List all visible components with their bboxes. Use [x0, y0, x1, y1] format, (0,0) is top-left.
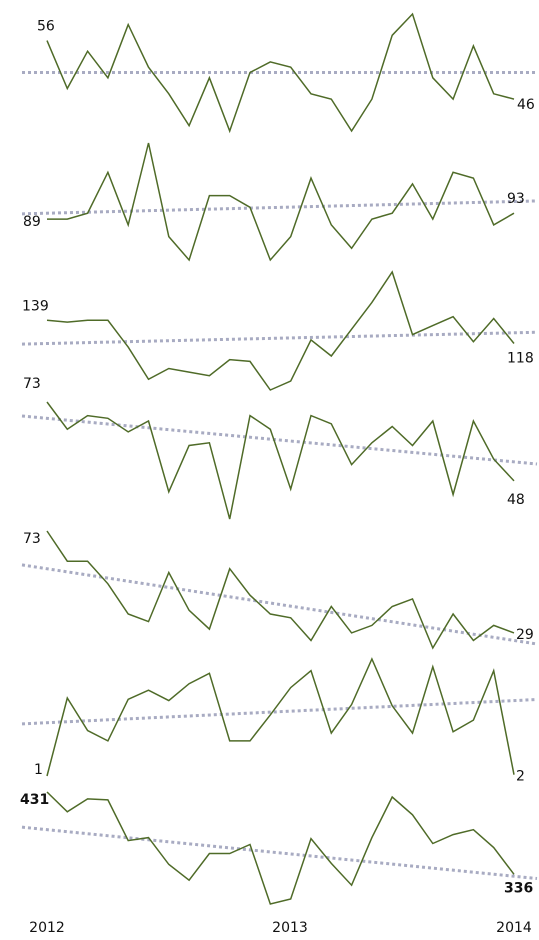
start-value-label: 139: [22, 298, 49, 314]
end-value-label: 118: [507, 351, 534, 367]
start-value-label: 89: [23, 214, 41, 230]
sparkline-panel: 73 29: [21, 530, 538, 650]
x-tick-label: 2013: [272, 920, 308, 936]
end-value-label: 2: [516, 769, 525, 785]
series-line: [46, 791, 515, 905]
end-value-label: 336: [504, 880, 533, 896]
start-value-label: 1: [34, 762, 43, 778]
series-line: [46, 401, 515, 520]
series-line: [46, 530, 515, 650]
trend-line: [21, 330, 538, 346]
series-line: [46, 657, 515, 777]
series-line: [46, 12, 515, 134]
series-line: [47, 142, 515, 262]
start-value-label: 431: [20, 792, 49, 808]
x-tick-label: 2014: [496, 920, 532, 936]
x-tick-label: 2012: [29, 920, 65, 936]
sparkline-panel: 73 48: [21, 376, 538, 520]
sparkline-panel: 431 336: [20, 791, 538, 905]
trend-line: [21, 698, 538, 726]
trend-line: [21, 825, 538, 881]
trend-line: [21, 414, 538, 466]
start-value-label: 56: [37, 19, 55, 35]
trend-line: [21, 199, 538, 216]
series-line: [46, 270, 515, 391]
end-value-label: 93: [507, 191, 525, 207]
sparkline-panel: 89 93: [21, 142, 538, 262]
end-value-label: 29: [516, 627, 534, 643]
end-value-label: 46: [517, 97, 535, 113]
trend-line: [21, 563, 538, 646]
sparkline-panel: 139 118: [21, 270, 538, 391]
end-value-label: 48: [507, 492, 525, 508]
x-axis: 2012 2013 2014: [29, 920, 532, 936]
sparkline-panel: 56 46: [22, 12, 537, 134]
start-value-label: 73: [23, 376, 41, 392]
start-value-label: 73: [23, 531, 41, 547]
